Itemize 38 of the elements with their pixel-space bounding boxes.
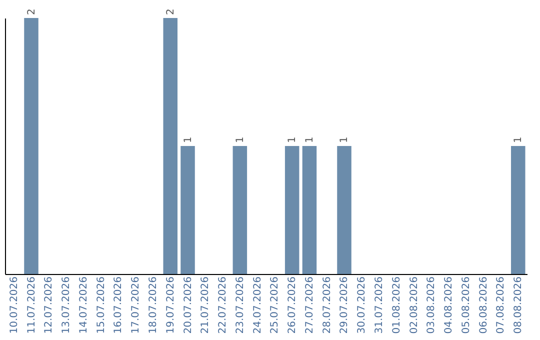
x-tick-label: 20.07.2026: [182, 276, 194, 334]
data-label: 1: [513, 136, 524, 143]
data-label: 1: [304, 136, 316, 143]
data-label: 1: [339, 136, 350, 143]
x-tick-label: 05.08.2026: [460, 276, 472, 334]
data-label: 1: [182, 136, 194, 143]
x-tick-label: 18.07.2026: [148, 276, 159, 334]
x-tick-label: 23.07.2026: [234, 276, 246, 334]
x-tick-label: 19.07.2026: [165, 276, 176, 334]
x-tick-label: 21.07.2026: [200, 276, 212, 334]
x-tick-label: 06.08.2026: [478, 276, 490, 334]
x-tick-label: 25.07.2026: [270, 276, 281, 334]
x-tick-label: 28.07.2026: [322, 276, 333, 334]
x-tick-label: 26.07.2026: [287, 276, 298, 334]
x-tick-label: 27.07.2026: [304, 276, 316, 334]
x-tick-label: 17.07.2026: [130, 276, 142, 334]
x-tick-label: 04.08.2026: [444, 276, 455, 334]
x-tick-label: 03.08.2026: [426, 276, 438, 334]
x-tick-label: 01.08.2026: [391, 276, 402, 334]
x-tick-label: 29.07.2026: [339, 276, 350, 334]
x-tick-label: 07.08.2026: [496, 276, 507, 334]
x-tick-label: 30.07.2026: [356, 276, 368, 334]
data-label: 2: [26, 8, 38, 15]
data-label: 1: [234, 136, 246, 143]
data-label: 1: [287, 136, 298, 143]
data-label: 2: [165, 8, 176, 15]
x-tick-label: 02.08.2026: [408, 276, 420, 334]
x-tick-label: 22.07.2026: [218, 276, 229, 334]
x-tick-label: 24.07.2026: [252, 276, 264, 334]
x-tick-label: 08.08.2026: [513, 276, 524, 334]
x-tick-label: 12.07.2026: [44, 276, 55, 334]
x-tick-label: 31.07.2026: [374, 276, 386, 334]
x-tick-label: 14.07.2026: [78, 276, 90, 334]
x-tick-label: 11.07.2026: [26, 276, 38, 334]
x-tick-label: 16.07.2026: [113, 276, 124, 334]
x-tick-label: 10.07.2026: [8, 276, 20, 334]
x-tick-label: 13.07.2026: [61, 276, 72, 334]
x-tick-label: 15.07.2026: [96, 276, 107, 334]
